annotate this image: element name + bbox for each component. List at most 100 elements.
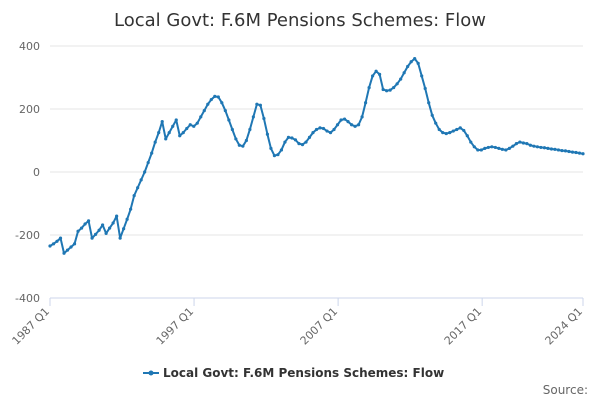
data-point[interactable]	[202, 108, 206, 113]
data-point[interactable]	[185, 126, 189, 131]
data-point[interactable]	[472, 145, 476, 149]
data-point[interactable]	[335, 123, 340, 127]
data-point[interactable]	[427, 101, 431, 105]
data-point[interactable]	[93, 232, 98, 236]
data-point[interactable]	[97, 228, 101, 232]
data-point[interactable]	[476, 148, 480, 152]
data-point[interactable]	[360, 115, 364, 119]
data-point[interactable]	[332, 127, 336, 132]
data-point[interactable]	[234, 137, 238, 141]
data-point[interactable]	[164, 137, 168, 141]
data-point[interactable]	[444, 131, 448, 136]
data-point[interactable]	[195, 121, 199, 125]
data-point[interactable]	[479, 148, 483, 152]
data-point[interactable]	[258, 103, 262, 107]
data-point[interactable]	[378, 72, 382, 76]
data-point[interactable]	[462, 128, 466, 133]
data-point[interactable]	[101, 223, 105, 227]
data-point[interactable]	[290, 136, 294, 140]
data-point[interactable]	[122, 227, 126, 231]
data-point[interactable]	[416, 61, 420, 65]
data-point[interactable]	[216, 95, 220, 99]
data-point[interactable]	[441, 131, 445, 135]
data-point[interactable]	[532, 144, 536, 148]
data-point[interactable]	[209, 97, 213, 102]
data-point[interactable]	[504, 148, 508, 152]
data-point[interactable]	[279, 148, 284, 152]
data-point[interactable]	[104, 231, 108, 236]
data-point[interactable]	[65, 248, 70, 252]
data-point[interactable]	[108, 226, 112, 230]
data-point[interactable]	[574, 150, 578, 155]
data-point[interactable]	[286, 135, 291, 139]
data-point[interactable]	[525, 142, 529, 146]
data-point[interactable]	[556, 148, 561, 152]
data-point[interactable]	[486, 145, 490, 150]
data-point[interactable]	[174, 118, 178, 122]
data-point[interactable]	[546, 146, 550, 150]
data-point[interactable]	[497, 146, 501, 150]
data-point[interactable]	[374, 69, 378, 73]
data-point[interactable]	[265, 132, 270, 136]
data-point[interactable]	[248, 127, 252, 132]
data-point[interactable]	[153, 140, 157, 144]
data-point[interactable]	[469, 140, 473, 144]
data-point[interactable]	[325, 129, 329, 133]
data-point[interactable]	[171, 124, 175, 128]
data-point[interactable]	[567, 149, 571, 154]
data-point[interactable]	[528, 143, 533, 147]
data-point[interactable]	[237, 143, 241, 147]
data-point[interactable]	[455, 127, 459, 132]
data-point[interactable]	[483, 146, 487, 150]
data-point[interactable]	[213, 94, 217, 98]
data-point[interactable]	[406, 64, 410, 69]
data-point[interactable]	[58, 236, 63, 240]
source-credit[interactable]: Source:	[543, 383, 588, 397]
data-point[interactable]	[304, 140, 308, 144]
data-point[interactable]	[220, 101, 224, 105]
data-point[interactable]	[409, 60, 413, 64]
data-point[interactable]	[307, 135, 312, 139]
data-point[interactable]	[500, 147, 504, 151]
data-point[interactable]	[241, 144, 245, 148]
data-point[interactable]	[51, 242, 56, 246]
data-point[interactable]	[269, 146, 273, 150]
data-point[interactable]	[507, 146, 511, 150]
data-point[interactable]	[514, 142, 518, 146]
data-point[interactable]	[490, 145, 494, 149]
data-point[interactable]	[192, 124, 196, 128]
data-point[interactable]	[86, 219, 91, 223]
data-point[interactable]	[381, 87, 385, 92]
data-point[interactable]	[577, 151, 582, 155]
data-point[interactable]	[227, 118, 231, 122]
data-point[interactable]	[55, 239, 59, 243]
data-point[interactable]	[76, 229, 80, 233]
data-point[interactable]	[230, 127, 234, 132]
data-point[interactable]	[549, 147, 554, 151]
data-point[interactable]	[297, 142, 301, 146]
data-point[interactable]	[111, 221, 115, 225]
data-point[interactable]	[395, 82, 399, 86]
data-point[interactable]	[388, 88, 392, 92]
data-point[interactable]	[465, 134, 469, 138]
data-point[interactable]	[356, 123, 361, 127]
data-point[interactable]	[539, 145, 543, 150]
data-point[interactable]	[300, 142, 305, 147]
data-point[interactable]	[402, 71, 406, 75]
data-point[interactable]	[251, 115, 255, 119]
data-point[interactable]	[136, 186, 140, 190]
data-point[interactable]	[518, 140, 522, 144]
data-point[interactable]	[146, 160, 150, 165]
data-point[interactable]	[132, 194, 136, 198]
data-point[interactable]	[118, 236, 122, 240]
data-point[interactable]	[458, 126, 462, 130]
data-point[interactable]	[125, 217, 129, 221]
data-point[interactable]	[385, 89, 389, 93]
data-point[interactable]	[430, 113, 434, 117]
data-point[interactable]	[223, 108, 227, 113]
data-point[interactable]	[371, 74, 375, 78]
data-point[interactable]	[451, 129, 455, 133]
data-point[interactable]	[188, 123, 192, 127]
data-point[interactable]	[434, 121, 438, 125]
data-point[interactable]	[318, 126, 322, 130]
